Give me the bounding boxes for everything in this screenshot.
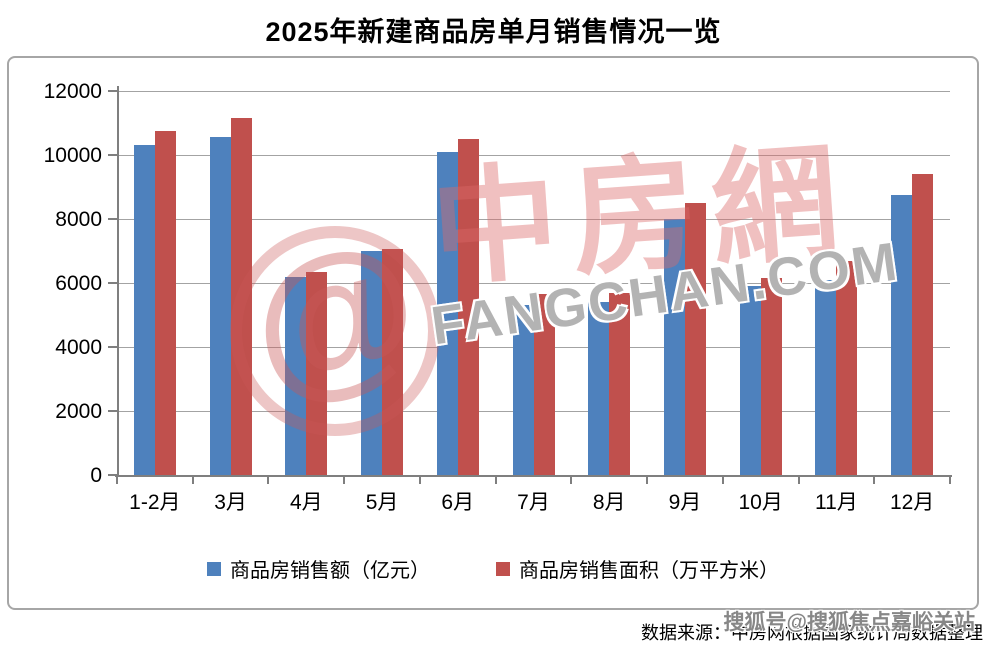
x-axis-tick <box>873 477 876 484</box>
bar-sales-amount <box>209 137 231 475</box>
bar-sales-amount <box>361 251 383 475</box>
bar-sales-area <box>760 278 782 475</box>
x-axis-tick <box>418 477 421 484</box>
y-axis-label: 10000 <box>43 144 102 167</box>
y-axis-tick <box>108 282 117 284</box>
bar-sales-area <box>306 271 328 475</box>
x-axis-label: 9月 <box>668 491 702 514</box>
y-axis-label: 6000 <box>55 272 102 295</box>
gridline <box>117 283 950 284</box>
bar-sales-area <box>533 294 555 475</box>
x-axis-label: 6月 <box>441 491 475 514</box>
x-axis-tick <box>191 477 194 484</box>
y-axis-tick <box>108 346 117 348</box>
x-axis-tick <box>570 477 573 484</box>
bar-sales-amount <box>739 286 761 475</box>
legend-swatch-red-icon <box>496 561 510 576</box>
chart-area: 0 2000 4000 6000 8000 10000 12000 1-2月 3月 4月 5月 6月 7… <box>7 56 979 610</box>
y-axis-label: 4000 <box>55 336 102 359</box>
x-axis <box>115 475 952 477</box>
x-axis-tick <box>116 477 118 484</box>
bar-sales-area <box>912 174 934 475</box>
x-axis-tick <box>797 477 800 484</box>
bar-sales-amount <box>512 305 534 475</box>
bar-sales-area <box>609 292 631 475</box>
x-axis-label: 10月 <box>738 491 783 514</box>
legend-item-sales-amount: 商品房销售额（亿元） <box>207 554 430 583</box>
bar-sales-amount <box>436 151 458 475</box>
legend-label-sales-amount: 商品房销售额（亿元） <box>230 560 430 582</box>
bar-sales-amount <box>815 279 837 475</box>
x-axis-label: 8月 <box>592 491 626 514</box>
x-axis-tick <box>343 477 346 484</box>
x-axis-tick <box>267 477 270 484</box>
page-title: 2025年新建商品房单月销售情况一览 <box>265 17 722 47</box>
y-axis-label: 2000 <box>55 400 102 423</box>
data-source-note: 数据来源：中房网根据国家统计局数据整理 <box>641 623 983 643</box>
y-axis-tick <box>108 154 117 156</box>
x-axis-label: 1-2月 <box>129 491 181 514</box>
y-axis-tick <box>108 474 117 476</box>
bar-sales-amount <box>588 302 610 475</box>
legend-item-sales-area: 商品房销售面积（万平方米） <box>496 554 779 583</box>
x-axis-label: 4月 <box>289 491 323 514</box>
legend-swatch-blue-icon <box>207 561 221 576</box>
y-axis <box>117 86 119 477</box>
legend-label-sales-area: 商品房销售面积（万平方米） <box>519 560 779 582</box>
x-axis-label: 7月 <box>517 491 550 514</box>
chart-legend: 商品房销售额（亿元） 商品房销售面积（万平方米） <box>9 554 977 583</box>
y-axis-label: 12000 <box>43 80 102 103</box>
y-axis-tick <box>108 218 117 220</box>
gridline <box>117 219 950 220</box>
bar-sales-amount <box>663 219 685 475</box>
y-axis-tick <box>108 90 117 92</box>
bar-sales-amount <box>133 145 155 475</box>
x-axis-label: 5月 <box>365 491 399 514</box>
bar-sales-area <box>836 260 858 475</box>
bar-sales-area <box>230 118 252 475</box>
gridline <box>117 155 950 156</box>
gridline <box>117 91 950 92</box>
bar-sales-area <box>457 139 479 475</box>
bar-sales-amount <box>285 276 307 475</box>
x-axis-tick <box>646 477 649 484</box>
x-axis-tick <box>494 477 497 484</box>
y-axis-tick <box>108 410 117 412</box>
x-axis-label: 3月 <box>214 491 247 514</box>
bar-sales-area <box>154 131 176 475</box>
bar-sales-area <box>684 203 706 475</box>
y-axis-label: 8000 <box>55 208 102 231</box>
bar-sales-area <box>382 249 404 475</box>
x-axis-label: 11月 <box>815 491 858 514</box>
bar-sales-amount <box>891 195 913 475</box>
x-axis-tick <box>949 477 951 484</box>
y-axis-label: 0 <box>90 464 102 487</box>
x-axis-tick <box>721 477 724 484</box>
plot-area: 0 2000 4000 6000 8000 10000 12000 1-2月 3月 4月 5月 6月 7… <box>9 58 977 608</box>
x-axis-label: 12月 <box>889 491 935 514</box>
